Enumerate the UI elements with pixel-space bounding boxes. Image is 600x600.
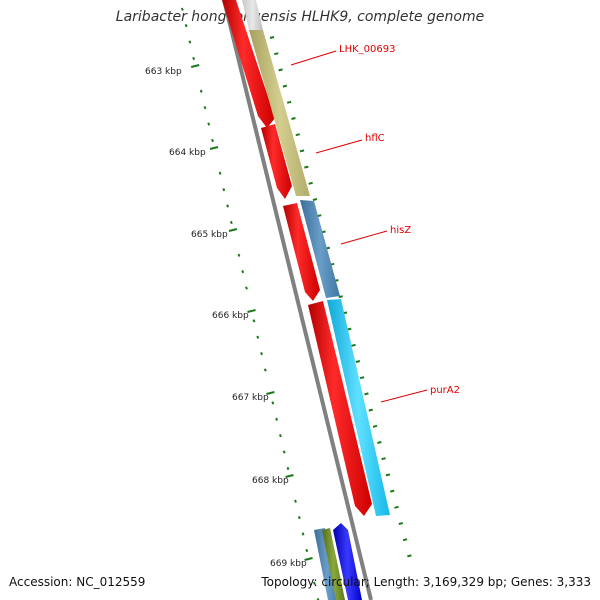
outer-ruler-tick bbox=[274, 52, 279, 56]
ruler-minor-tick bbox=[203, 106, 207, 110]
ruler-label: 666 kbp bbox=[212, 311, 249, 321]
blue-gene-arrow[interactable] bbox=[333, 523, 362, 600]
outer-ruler-tick bbox=[372, 424, 378, 428]
ruler-minor-tick bbox=[278, 434, 282, 438]
red-gene-arrow[interactable] bbox=[222, 0, 275, 128]
outer-ruler-tick bbox=[351, 343, 356, 347]
ruler-minor-tick bbox=[286, 466, 290, 471]
cyan-gene-feature[interactable] bbox=[327, 299, 390, 516]
ruler-minor-tick bbox=[245, 286, 248, 290]
outer-ruler-tick bbox=[407, 554, 412, 558]
label-connector bbox=[290, 50, 337, 66]
ruler-label: 665 kbp bbox=[191, 230, 228, 240]
gene-label-lhk00693[interactable]: LHK_00693 bbox=[339, 44, 395, 55]
ruler-label: 668 kbp bbox=[252, 476, 289, 486]
ruler-major-tick bbox=[209, 146, 219, 150]
outer-ruler-tick bbox=[398, 522, 404, 525]
outer-ruler-tick bbox=[377, 441, 382, 444]
red-gene-arrow[interactable] bbox=[308, 301, 372, 516]
outer-ruler-tick bbox=[364, 392, 369, 396]
genome-summary-text: Topology: circular; Length: 3,169,329 bp… bbox=[261, 575, 591, 589]
ruler-major-tick bbox=[190, 64, 200, 68]
outer-ruler-tick bbox=[299, 149, 305, 153]
ruler-minor-tick bbox=[180, 7, 184, 11]
label-connector bbox=[315, 139, 363, 154]
map-title: Laribacter hongkongensis HLHK9, complete… bbox=[115, 9, 485, 25]
ruler-minor-tick bbox=[275, 417, 279, 421]
ruler-minor-tick bbox=[312, 581, 316, 585]
ruler-minor-tick bbox=[188, 40, 192, 44]
gene-label-hisz[interactable]: hisZ bbox=[390, 225, 411, 236]
outer-ruler-tick bbox=[359, 376, 365, 380]
ruler-minor-tick bbox=[211, 138, 214, 143]
label-connector bbox=[380, 389, 428, 403]
ruler-minor-tick bbox=[256, 335, 260, 339]
ruler-labels: 663 kbp 664 kbp 665 kbp 666 kbp 667 kbp … bbox=[145, 67, 307, 569]
ruler-minor-tick bbox=[192, 56, 196, 61]
ruler-minor-tick bbox=[260, 352, 263, 356]
red-gene-arrow[interactable] bbox=[283, 203, 320, 301]
ruler-minor-tick bbox=[222, 188, 226, 192]
outer-ruler-tick bbox=[282, 84, 288, 88]
ruler-ticks bbox=[180, 7, 412, 600]
outer-ruler-tick bbox=[368, 408, 373, 412]
outer-ruler-tick bbox=[347, 327, 352, 331]
outer-ruler-tick bbox=[389, 489, 395, 493]
outer-ruler-tick bbox=[381, 457, 386, 461]
ruler-label: 664 kbp bbox=[169, 148, 206, 158]
ruler-major-tick bbox=[266, 391, 275, 395]
outer-ruler-tick bbox=[355, 360, 361, 363]
ruler-major-tick bbox=[285, 474, 294, 478]
ruler-minor-tick bbox=[263, 368, 267, 372]
ruler-label: 667 kbp bbox=[232, 393, 269, 403]
ruler-minor-tick bbox=[301, 532, 305, 536]
accession-text: Accession: NC_012559 bbox=[9, 575, 146, 589]
outer-ruler-tick bbox=[286, 100, 292, 104]
ruler-minor-tick bbox=[282, 450, 286, 454]
red-gene-arrow[interactable] bbox=[261, 124, 292, 199]
outer-ruler-tick bbox=[385, 473, 391, 477]
ruler-minor-tick bbox=[226, 204, 230, 208]
ruler-minor-tick bbox=[297, 516, 301, 520]
outer-ruler-tick bbox=[402, 538, 408, 542]
gene-label-hflc[interactable]: hflC bbox=[365, 133, 385, 144]
backbone-line bbox=[222, 0, 373, 600]
label-connector bbox=[340, 230, 388, 245]
green-gene-feature-bottom[interactable] bbox=[322, 528, 345, 600]
gene-label-pura2[interactable]: purA2 bbox=[430, 385, 460, 396]
gray-feature-partial bbox=[242, 0, 263, 30]
ruler-minor-tick bbox=[305, 548, 309, 553]
outer-ruler-tick bbox=[394, 505, 399, 509]
outer-ruler-tick bbox=[295, 133, 301, 137]
ruler-major-tick bbox=[247, 309, 256, 313]
ruler-minor-tick bbox=[184, 24, 188, 28]
ruler-major-tick bbox=[304, 557, 313, 561]
ruler-major-tick bbox=[228, 228, 238, 232]
ruler-minor-tick bbox=[252, 319, 256, 323]
ruler-minor-tick bbox=[237, 253, 241, 257]
ruler-minor-tick bbox=[241, 270, 245, 274]
outer-ruler-tick bbox=[338, 295, 343, 299]
ruler-minor-tick bbox=[207, 122, 211, 126]
ruler-minor-tick bbox=[271, 401, 275, 405]
outer-ruler-tick bbox=[291, 117, 296, 120]
outer-ruler-tick bbox=[312, 198, 318, 201]
ruler-minor-tick bbox=[229, 220, 233, 225]
ruler-label: 669 kbp bbox=[270, 559, 307, 569]
ruler-minor-tick bbox=[294, 499, 297, 503]
ruler-minor-tick bbox=[218, 171, 222, 175]
outer-ruler-tick bbox=[308, 181, 313, 185]
ruler-minor-tick bbox=[199, 89, 203, 93]
khaki-gene-feature[interactable] bbox=[249, 30, 310, 196]
steelblue-gene-feature[interactable] bbox=[300, 200, 340, 298]
outer-ruler-tick bbox=[269, 36, 275, 39]
outer-ruler-tick bbox=[278, 68, 283, 72]
ruler-label: 663 kbp bbox=[145, 67, 182, 77]
outer-ruler-tick bbox=[304, 165, 309, 169]
